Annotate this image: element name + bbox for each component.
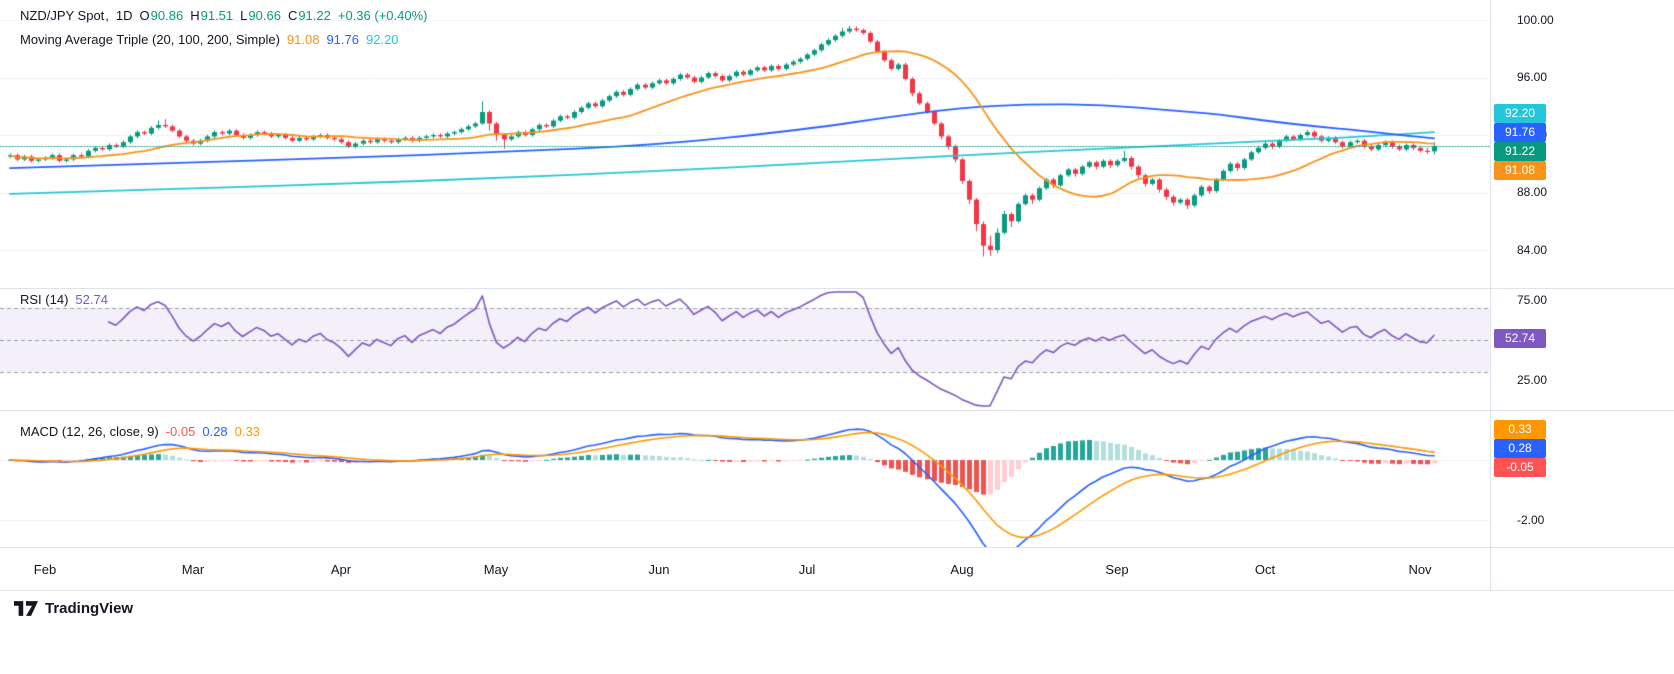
x-axis-month-label: Aug <box>950 562 974 577</box>
ma100-value: 91.76 <box>326 32 359 47</box>
macd-axis-label: -2.00 <box>1517 513 1545 527</box>
macd-hist-value: -0.05 <box>165 424 196 439</box>
ma200-value: 92.20 <box>366 32 399 47</box>
ma20-price-badge: 91.08 <box>1494 161 1546 180</box>
ma-indicator-legend[interactable]: Moving Average Triple (20, 100, 200, Sim… <box>20 32 399 47</box>
rsi-value: 52.74 <box>75 292 108 307</box>
x-axis-month-label: Nov <box>1408 562 1432 577</box>
ma-indicator-label: Moving Average Triple (20, 100, 200, Sim… <box>20 32 280 47</box>
symbol-legend[interactable]: NZD/JPY Spot , 1D O 90.86 H 91.51 L 90.6… <box>20 8 428 23</box>
price-axis-label: 88.00 <box>1517 185 1548 199</box>
macd-signal-badge: 0.33 <box>1494 420 1546 439</box>
tradingview-brand-link[interactable]: TradingView <box>14 600 133 617</box>
panel-divider <box>0 547 1674 548</box>
price-axis-label: 100.00 <box>1517 13 1554 27</box>
price-panel-canvas[interactable] <box>0 0 1490 288</box>
chart-bottom-border <box>0 590 1674 591</box>
x-axis-month-label: Oct <box>1254 562 1276 577</box>
x-axis-month-label: Apr <box>330 562 352 577</box>
ohlc-low: L 90.66 <box>240 8 281 23</box>
ma100-price-badge: 91.76 <box>1494 123 1546 142</box>
x-axis-month-label: Jul <box>798 562 816 577</box>
macd-signal-value: 0.33 <box>234 424 260 439</box>
close-value: 91.22 <box>298 8 331 23</box>
high-value: 91.51 <box>200 8 234 23</box>
rsi-panel-canvas[interactable] <box>0 288 1490 410</box>
ma20-value: 91.08 <box>286 32 320 47</box>
macd-indicator-legend[interactable]: MACD (12, 26, close, 9) -0.05 0.28 0.33 <box>20 424 260 439</box>
rsi-label: RSI (14) <box>20 292 69 307</box>
macd-hist-badge: -0.05 <box>1494 458 1546 477</box>
x-axis-month-label: Jun <box>648 562 670 577</box>
rsi-indicator-legend[interactable]: RSI (14) 52.74 <box>20 292 108 307</box>
panel-divider <box>0 410 1674 411</box>
x-axis-month-label: Sep <box>1105 562 1129 577</box>
macd-line-badge: 0.28 <box>1494 439 1546 458</box>
low-label: L <box>240 8 248 23</box>
timeframe-label: 1D <box>115 8 133 23</box>
x-axis-month-label: Mar <box>181 562 205 577</box>
ohlc-open: O 90.86 <box>140 8 184 23</box>
ohlc-close: C 91.22 <box>288 8 331 23</box>
open-label: O <box>139 8 150 23</box>
rsi-axis-label: 75.00 <box>1517 293 1548 307</box>
macd-line-value: 0.28 <box>202 424 228 439</box>
tradingview-brand-text: TradingView <box>45 600 134 617</box>
last-price-badge: 91.22 <box>1494 142 1546 161</box>
macd-label: MACD (12, 26, close, 9) <box>20 424 159 439</box>
symbol-name: NZD/JPY Spot <box>20 8 105 23</box>
ma200-price-badge: 92.20 <box>1494 104 1546 123</box>
macd-panel-canvas[interactable] <box>0 410 1490 547</box>
close-label: C <box>287 8 298 23</box>
rsi-axis-label: 25.00 <box>1517 373 1548 387</box>
price-axis-label: 84.00 <box>1517 243 1548 257</box>
high-label: H <box>190 8 200 23</box>
symbol-separator: , <box>105 8 109 23</box>
x-axis-month-label: Feb <box>33 562 57 577</box>
price-axis-separator <box>1490 0 1491 590</box>
panel-divider <box>0 288 1674 289</box>
x-axis-month-label: May <box>483 562 509 577</box>
low-value: 90.66 <box>248 8 281 23</box>
price-axis-label: 96.00 <box>1517 70 1548 84</box>
rsi-value-badge: 52.74 <box>1494 329 1546 348</box>
tradingview-logo-icon <box>14 601 38 616</box>
ohlc-high: H 91.51 <box>190 8 233 23</box>
change-value: +0.36 (+0.40%) <box>337 8 428 23</box>
open-value: 90.86 <box>150 8 184 23</box>
